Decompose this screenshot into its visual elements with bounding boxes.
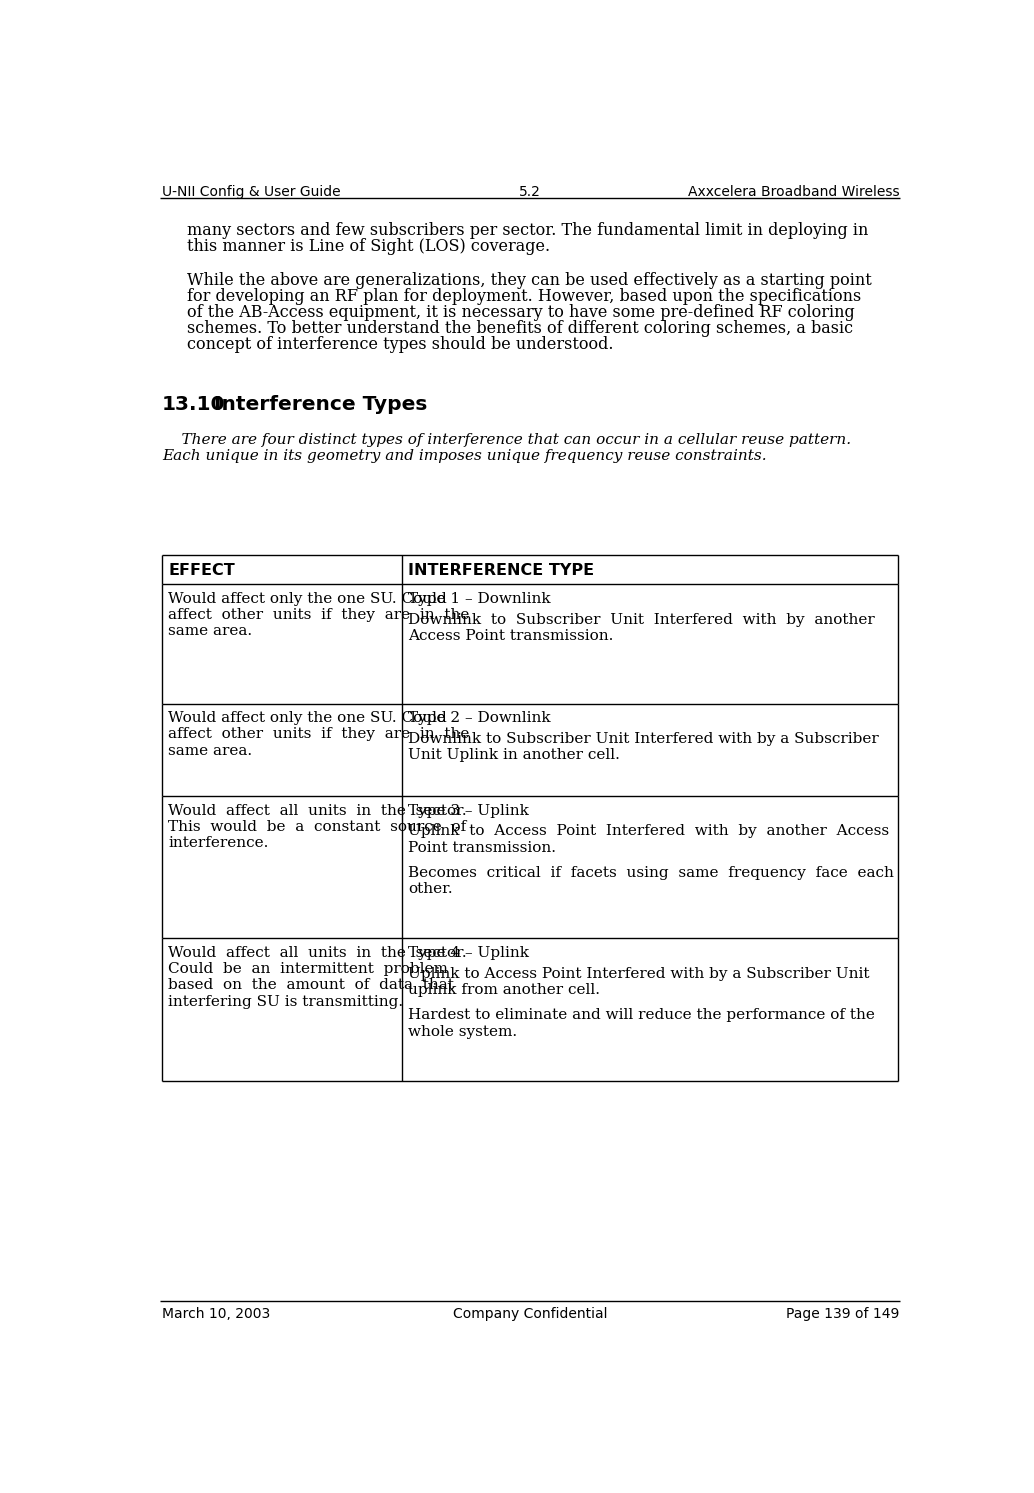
Text: Each unique in its geometry and imposes unique frequency reuse constraints.: Each unique in its geometry and imposes … <box>161 449 766 463</box>
Text: whole system.: whole system. <box>408 1024 517 1039</box>
Text: Type 3 – Uplink: Type 3 – Uplink <box>408 803 529 818</box>
Text: interfering SU is transmitting.: interfering SU is transmitting. <box>168 994 403 1009</box>
Text: this manner is Line of Sight (LOS) coverage.: this manner is Line of Sight (LOS) cover… <box>187 237 550 255</box>
Text: This  would  be  a  constant  source  of: This would be a constant source of <box>168 820 466 833</box>
Text: Would affect only the one SU. Could: Would affect only the one SU. Could <box>168 591 447 606</box>
Text: U-NII Config & User Guide: U-NII Config & User Guide <box>161 185 340 199</box>
Text: other.: other. <box>408 882 453 896</box>
Text: Access Point transmission.: Access Point transmission. <box>408 629 613 643</box>
Text: interference.: interference. <box>168 836 269 850</box>
Text: INTERFERENCE TYPE: INTERFERENCE TYPE <box>408 563 595 578</box>
Text: same area.: same area. <box>168 624 252 638</box>
Text: Uplink  to  Access  Point  Interfered  with  by  another  Access: Uplink to Access Point Interfered with b… <box>408 824 889 839</box>
Text: Type 2 – Downlink: Type 2 – Downlink <box>408 711 551 726</box>
Text: Uplink to Access Point Interfered with by a Subscriber Unit: Uplink to Access Point Interfered with b… <box>408 967 870 981</box>
Text: Type 4 – Uplink: Type 4 – Uplink <box>408 947 529 960</box>
Text: Could  be  an  intermittent  problem: Could be an intermittent problem <box>168 963 448 976</box>
Text: Page 139 of 149: Page 139 of 149 <box>786 1308 900 1321</box>
Text: affect  other  units  if  they  are  in  the: affect other units if they are in the <box>168 608 469 623</box>
Text: While the above are generalizations, they can be used effectively as a starting : While the above are generalizations, the… <box>187 272 872 288</box>
Text: Downlink to Subscriber Unit Interfered with by a Subscriber: Downlink to Subscriber Unit Interfered w… <box>408 732 879 746</box>
Text: affect  other  units  if  they  are  in  the: affect other units if they are in the <box>168 727 469 742</box>
Text: for developing an RF plan for deployment. However, based upon the specifications: for developing an RF plan for deployment… <box>187 288 861 305</box>
Text: of the AB-Access equipment, it is necessary to have some pre-defined RF coloring: of the AB-Access equipment, it is necess… <box>187 305 855 321</box>
Text: There are four distinct types of interference that can occur in a cellular reuse: There are four distinct types of interfe… <box>161 433 851 448</box>
Text: Would  affect  all  units  in  the  sector.: Would affect all units in the sector. <box>168 947 466 960</box>
Text: schemes. To better understand the benefits of different coloring schemes, a basi: schemes. To better understand the benefi… <box>187 320 853 337</box>
Text: same area.: same area. <box>168 744 252 757</box>
Text: Becomes  critical  if  facets  using  same  frequency  face  each: Becomes critical if facets using same fr… <box>408 866 894 879</box>
Text: EFFECT: EFFECT <box>168 563 235 578</box>
Text: based  on  the  amount  of  data  that: based on the amount of data that <box>168 978 454 993</box>
Text: concept of interference types should be understood.: concept of interference types should be … <box>187 336 614 354</box>
Text: Type 1 – Downlink: Type 1 – Downlink <box>408 591 551 606</box>
Text: Axxcelera Broadband Wireless: Axxcelera Broadband Wireless <box>688 185 900 199</box>
Text: many sectors and few subscribers per sector. The fundamental limit in deploying : many sectors and few subscribers per sec… <box>187 221 869 239</box>
Text: uplink from another cell.: uplink from another cell. <box>408 982 601 997</box>
Text: Downlink  to  Subscriber  Unit  Interfered  with  by  another: Downlink to Subscriber Unit Interfered w… <box>408 612 875 627</box>
Text: March 10, 2003: March 10, 2003 <box>161 1308 270 1321</box>
Text: 5.2: 5.2 <box>519 185 541 199</box>
Text: Company Confidential: Company Confidential <box>453 1308 607 1321</box>
Text: 13.10: 13.10 <box>161 394 225 414</box>
Text: Would  affect  all  units  in  the  sector.: Would affect all units in the sector. <box>168 803 466 818</box>
Text: Unit Uplink in another cell.: Unit Uplink in another cell. <box>408 748 620 763</box>
Text: Hardest to eliminate and will reduce the performance of the: Hardest to eliminate and will reduce the… <box>408 1008 875 1023</box>
Text: Point transmission.: Point transmission. <box>408 841 556 854</box>
Text: Interference Types: Interference Types <box>214 394 427 414</box>
Text: Would affect only the one SU. Could: Would affect only the one SU. Could <box>168 711 447 726</box>
